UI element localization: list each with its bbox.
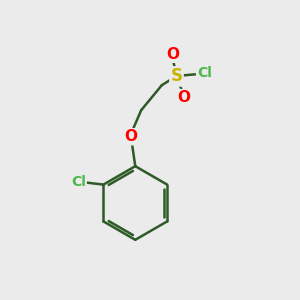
- Text: Cl: Cl: [71, 175, 86, 189]
- Text: O: O: [124, 129, 137, 144]
- Text: S: S: [170, 68, 182, 85]
- Text: O: O: [167, 47, 179, 62]
- Text: O: O: [177, 90, 190, 105]
- Text: Cl: Cl: [197, 66, 212, 80]
